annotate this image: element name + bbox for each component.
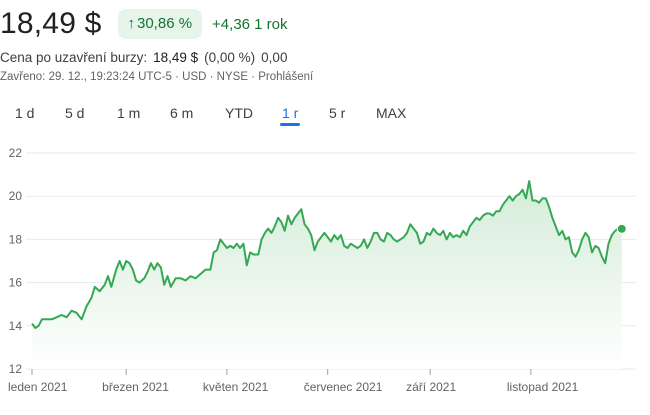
x-tick-label: květen 2021 — [203, 380, 269, 394]
after-close-value: 18,49 $ — [153, 50, 199, 65]
after-close-percent: (0,00 %) — [204, 50, 256, 65]
tab-6m[interactable]: 6 m — [170, 105, 194, 121]
y-tick-label: 18 — [9, 232, 23, 246]
y-axis-labels: 22 20 18 16 14 12 — [9, 146, 23, 376]
x-tick-label: březen 2021 — [102, 380, 169, 394]
last-price-point — [616, 223, 627, 234]
after-close-change: 0,00 — [261, 50, 288, 65]
after-close-label: Cena po uzavření burzy: — [0, 50, 148, 65]
market-meta: Zavřeno: 29. 12., 19:23:24 UTC-5 · USD ·… — [0, 71, 314, 83]
tab-1m[interactable]: 1 m — [117, 105, 141, 121]
quote-header: 18,49 $ ↑ 30,86 % +4,36 1 rok — [0, 6, 288, 42]
after-close-row: Cena po uzavření burzy: 18,49 $ (0,00 %) 0,… — [0, 50, 287, 65]
x-tick-label: listopad 2021 — [507, 380, 579, 394]
y-tick-label: 14 — [9, 319, 23, 333]
change-percent: 30,86 % — [137, 15, 193, 32]
price-line — [31, 180, 622, 329]
x-tick-label: září 2021 — [406, 380, 456, 394]
arrow-up-icon: ↑ — [127, 15, 136, 32]
tab-5r[interactable]: 5 r — [329, 105, 346, 121]
y-tick-label: 22 — [9, 146, 23, 160]
change-absolute: +4,36 1 rok — [212, 15, 288, 33]
tab-1d[interactable]: 1 d — [15, 105, 35, 121]
x-tick-label: leden 2021 — [8, 380, 68, 394]
x-tick-label: červenec 2021 — [304, 380, 383, 394]
tab-ytd[interactable]: YTD — [225, 105, 253, 121]
price-area-fill — [32, 181, 622, 369]
y-tick-label: 12 — [9, 362, 23, 376]
x-axis-labels: leden 2021 březen 2021 květen 2021 červenec… — [8, 369, 579, 394]
y-tick-label: 16 — [9, 276, 23, 290]
price-chart[interactable]: 22 20 18 16 14 12 leden 2021 březen 2021 květen… — [0, 140, 650, 415]
tab-1r[interactable]: 1 r — [279, 102, 301, 126]
tab-5d[interactable]: 5 d — [65, 105, 85, 121]
current-price: 18,49 $ — [0, 7, 102, 40]
tab-max[interactable]: MAX — [376, 105, 407, 121]
change-percent-badge: ↑ 30,86 % — [117, 9, 203, 39]
y-tick-label: 20 — [9, 189, 23, 203]
